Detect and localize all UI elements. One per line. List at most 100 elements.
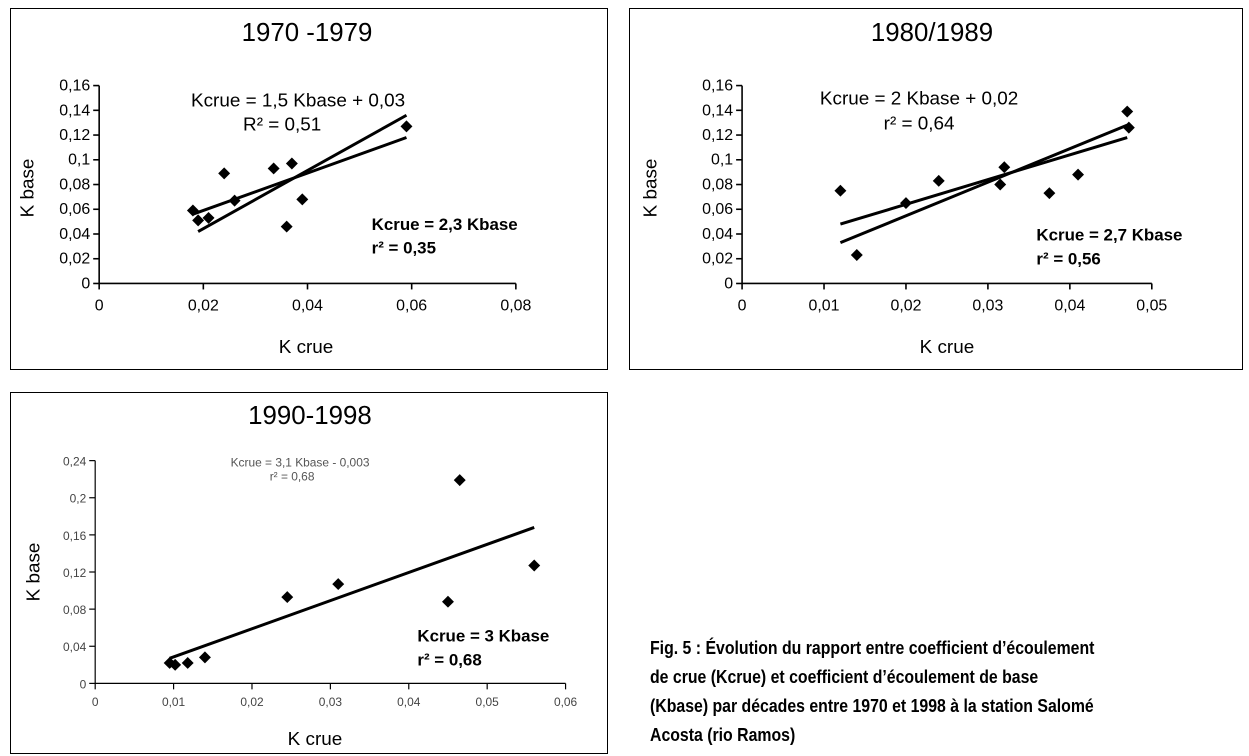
caption-line: de crue (Kcrue) et coefficient d’écoulem… [650, 667, 1039, 687]
y-tick-label: 0 [724, 275, 733, 292]
y-tick-label: 0 [80, 677, 87, 691]
data-point [285, 157, 298, 170]
data-point [202, 211, 215, 224]
x-tick-label: 0 [92, 695, 99, 709]
x-tick-label: 0 [95, 297, 104, 314]
data-point [528, 559, 541, 572]
x-tick-label: 0,02 [188, 297, 219, 314]
x-tick-label: 0,01 [809, 297, 840, 314]
x-tick-label: 0,04 [397, 695, 421, 709]
data-point [932, 174, 945, 187]
chart-title: 1980/1989 [871, 19, 993, 47]
equation-top-line-2: R² = 0,51 [243, 114, 321, 135]
equation-top-line-1: Kcrue = 1,5 Kbase + 0,03 [191, 90, 405, 111]
equation-bold-line-2: r² = 0,35 [372, 239, 436, 258]
x-tick-label: 0 [738, 297, 747, 314]
trend-line [169, 526, 535, 660]
chart-panel-1980-1989: 1980/1989 0 0,02 0,04 0,06 0,08 0,1 0,12 0,14 0,… [629, 8, 1243, 370]
y-tick-label: 0,16 [59, 78, 90, 95]
equation-bold-line-1: Kcrue = 2,3 Kbase [372, 215, 518, 234]
y-tick-label: 0,06 [59, 201, 90, 218]
data-point [228, 194, 241, 207]
equation-bold-line-1: Kcrue = 3 Kbase [417, 627, 549, 646]
y-tick-label: 0,2 [70, 492, 87, 506]
axes [89, 460, 567, 690]
data-point [218, 167, 231, 180]
data-point [1043, 187, 1056, 200]
data-point [332, 578, 345, 591]
x-tick-label: 0,02 [240, 695, 264, 709]
equation-bold-line-2: r² = 0,56 [1036, 250, 1100, 269]
y-tick-label: 0,12 [59, 127, 90, 144]
equation-bold-line-2: r² = 0,68 [417, 650, 481, 669]
y-tick-label: 0,08 [702, 176, 733, 193]
y-tick-label: 0,04 [59, 226, 90, 243]
y-tick-label: 0,04 [63, 640, 87, 654]
equation-top-line-1: Kcrue = 3,1 Kbase - 0,003 [231, 456, 370, 470]
data-point [834, 184, 847, 197]
tick-labels: 0 0,02 0,04 0,06 0,08 0,1 0,12 0,14 0,16 0 0,02 0,0… [59, 78, 531, 315]
equation-top-line-2: r² = 0,68 [270, 470, 315, 484]
chart-1990-1998: 1990-1998 00,040,080,120,160,20,240 0,01 0… [23, 402, 578, 750]
data-point [998, 161, 1011, 174]
data-points [186, 120, 413, 233]
y-tick-label: 0,08 [63, 603, 87, 617]
x-axis-label: K crue [920, 337, 975, 358]
x-tick-label: 0,05 [476, 695, 500, 709]
trend-line [192, 136, 407, 216]
tick-labels: 0 0,04 0,08 0,12 0,16 0,2 0,24 0 0,01 0,02 0,03 0,0… [63, 455, 578, 710]
x-tick-label: 0,05 [1136, 297, 1167, 314]
y-tick-label: 0,02 [59, 251, 90, 268]
data-point [280, 220, 293, 233]
caption-line: (Kbase) par décades entre 1970 et 1998 à… [650, 696, 1094, 716]
y-tick-label: 0,24 [63, 455, 87, 469]
caption-line: Acosta (rio Ramos) [650, 725, 796, 745]
data-point [198, 651, 211, 664]
axes [93, 84, 517, 290]
y-axis-label: K base [641, 159, 662, 218]
trend-line [839, 136, 1128, 226]
x-tick-label: 0,06 [554, 695, 578, 709]
y-tick-label: 0,14 [59, 102, 90, 119]
x-axis-label: K crue [279, 337, 334, 358]
y-tick-label: 0,04 [702, 226, 733, 243]
data-point [1072, 168, 1085, 181]
trend-line [839, 123, 1128, 245]
equation-top-line-1: Kcrue = 2 Kbase + 0,02 [820, 88, 1018, 109]
data-point [1122, 121, 1135, 134]
data-point [442, 595, 454, 608]
chart-1980-1989: 1980/1989 0 0,02 0,04 0,06 0,08 0,1 0,12 0,14 0,… [641, 19, 1183, 358]
x-tick-label: 0,06 [396, 297, 427, 314]
chart-panel-1990-1998: 1990-1998 0 0,04 0,08 0,12 0,16 0,2 0,24 0 0,01 0… [10, 392, 608, 754]
y-tick-label: 0,12 [63, 566, 87, 580]
chart-title: 1990-1998 [248, 402, 372, 430]
data-point [400, 120, 413, 133]
y-tick-label: 0,08 [59, 176, 90, 193]
x-axis-label: K crue [288, 729, 343, 750]
chart-title: 1970 -1979 [242, 19, 373, 47]
chart-panel-1970-1979: 1970 -1979 0 0,02 0,04 0,06 0,08 0,1 0,12 0,14 0… [10, 8, 608, 370]
y-tick-label: 0,02 [702, 251, 733, 268]
x-tick-label: 0,01 [162, 695, 186, 709]
x-tick-label: 0,03 [972, 297, 1003, 314]
data-point [296, 193, 309, 206]
trendlines [192, 113, 408, 233]
data-point [267, 162, 280, 175]
axes [736, 84, 1153, 290]
x-tick-label: 0,03 [319, 695, 343, 709]
y-axis-label: K base [18, 159, 39, 218]
y-tick-label: 0,12 [702, 127, 733, 144]
data-point [900, 197, 912, 210]
chart-1970-1979: 1970 -1979 00,020,040,060,080,10,120,140… [18, 19, 532, 358]
data-point [181, 657, 194, 669]
y-tick-label: 0 [81, 275, 90, 292]
caption-line: Fig. 5 : Évolution du rapport entre coef… [650, 638, 1095, 658]
y-tick-label: 0,1 [68, 152, 90, 169]
figure-caption: Fig. 5 : Évolution du rapport entre coef… [650, 634, 1178, 750]
data-point [281, 591, 294, 604]
x-tick-label: 0,04 [1054, 297, 1085, 314]
trendlines [839, 123, 1128, 245]
trendlines [169, 526, 535, 660]
equation-bold-line-1: Kcrue = 2,7 Kbase [1036, 226, 1182, 245]
y-tick-label: 0,16 [63, 529, 87, 543]
